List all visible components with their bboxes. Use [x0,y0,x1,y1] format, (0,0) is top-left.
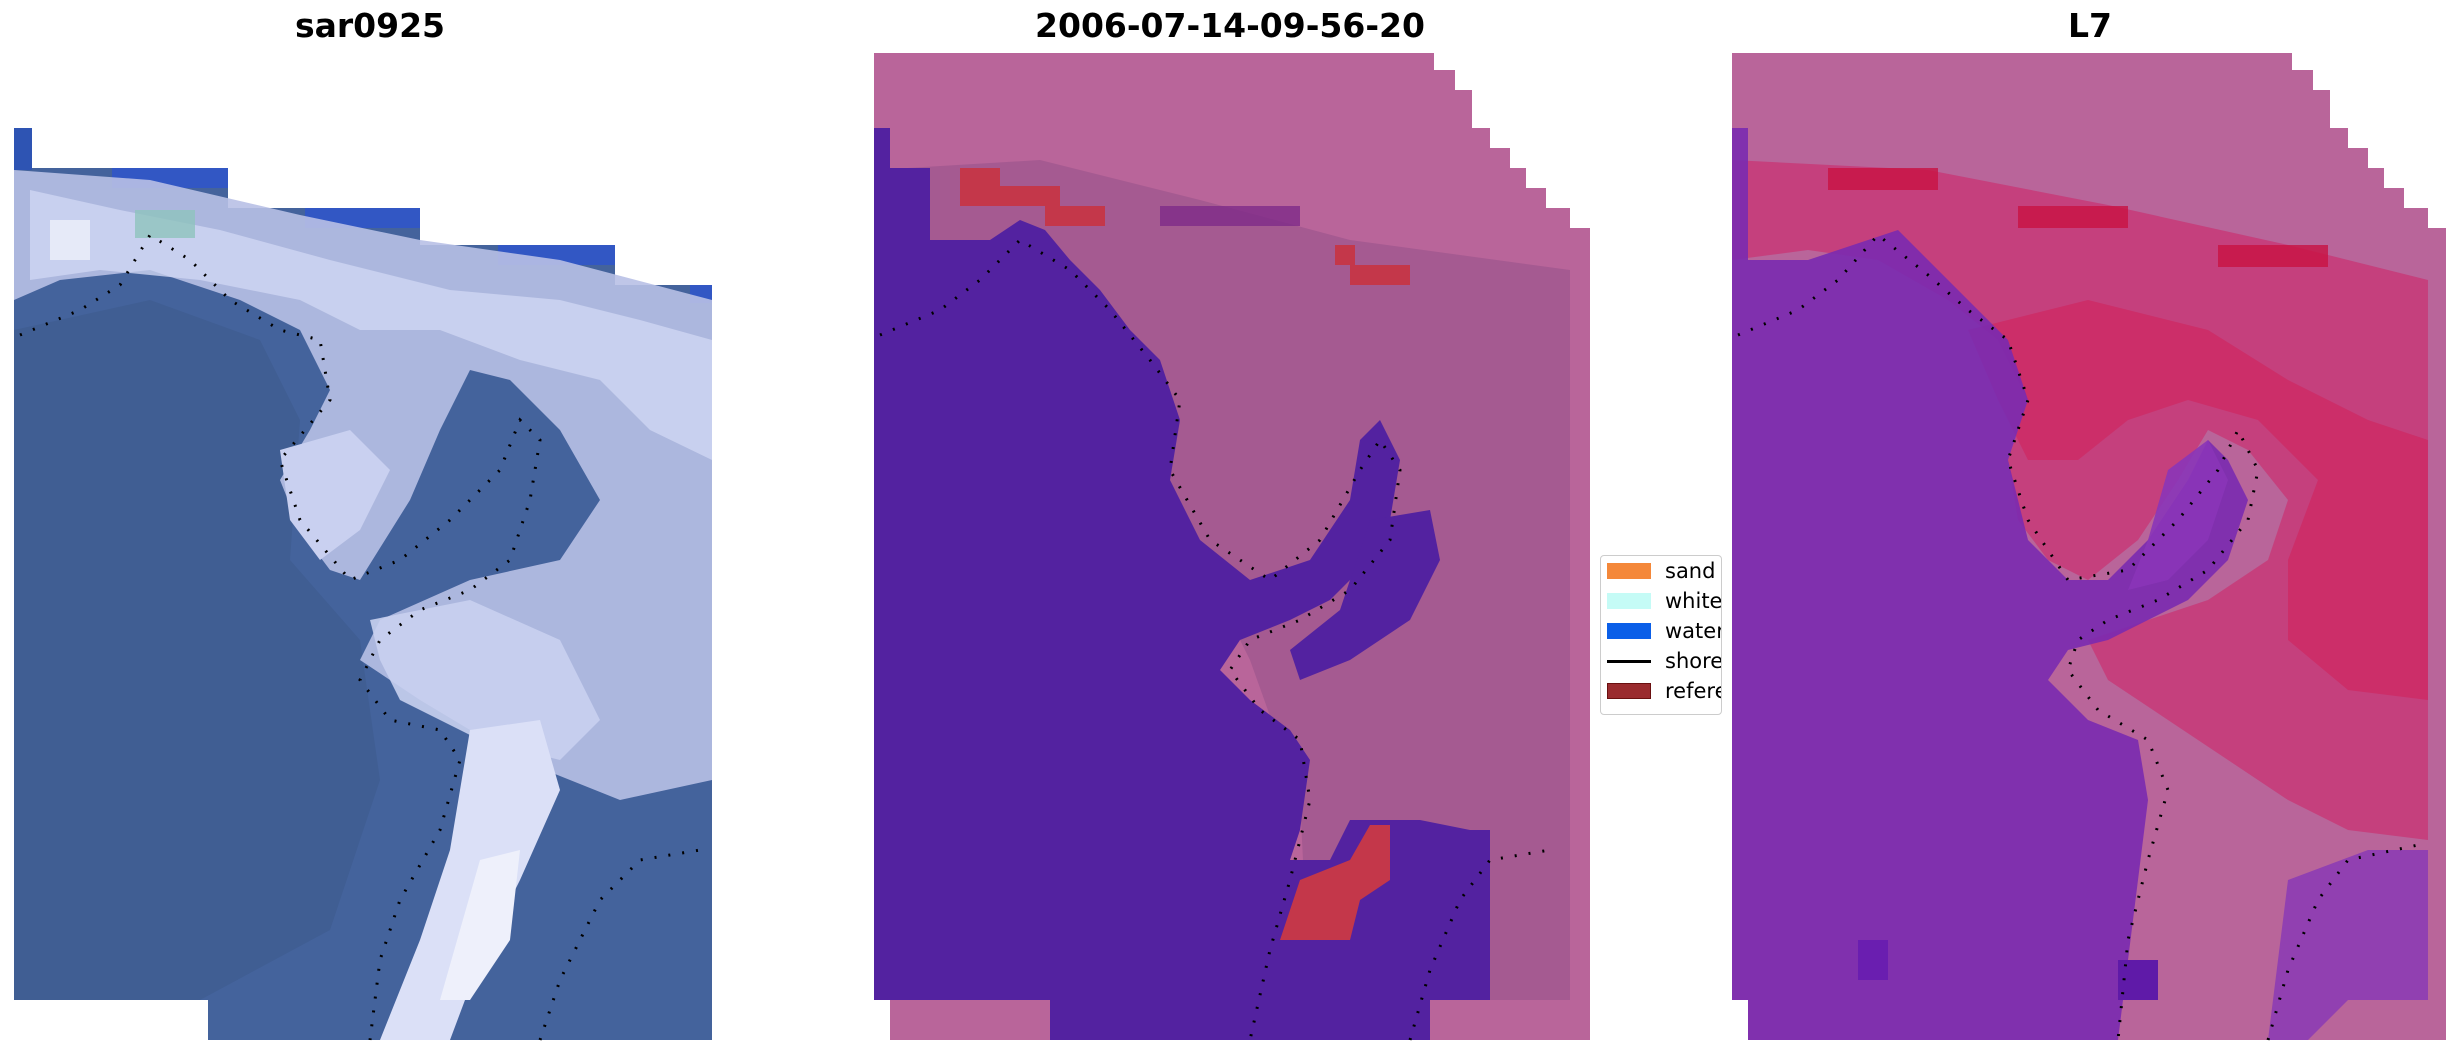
legend-line-shoreline [1607,659,1651,663]
legend-label-reference-shoreline: reference shoreline [1665,679,1721,703]
rgb-image [14,128,712,1041]
panel-title-classified: 2006-07-14-09-56-20 [1035,6,1425,45]
legend-item-sand: sand [1607,558,1715,584]
l7-image [1732,53,2446,1041]
legend-item-shoreline: shoreline [1607,648,1722,674]
legend-item-water: water [1607,618,1722,644]
classified-image [874,53,1590,1041]
panel-title-rgb: sar0925 [294,6,446,45]
rgb-image-panel [0,0,720,1053]
legend-item-reference-shoreline: reference shoreline [1607,678,1721,704]
legend-label-sand: sand [1665,559,1716,583]
l7-image-panel [1728,0,2460,1053]
panel-title-l7: L7 [2068,6,2112,45]
legend-label-water: water [1665,619,1722,643]
classified-image-panel [870,0,1600,1053]
legend-swatch-reference [1607,683,1651,699]
legend-swatch-whitewater [1607,593,1651,609]
legend-swatch-sand [1607,563,1651,579]
legend-label-shoreline: shoreline [1665,649,1722,673]
legend-swatch-water [1607,623,1651,639]
